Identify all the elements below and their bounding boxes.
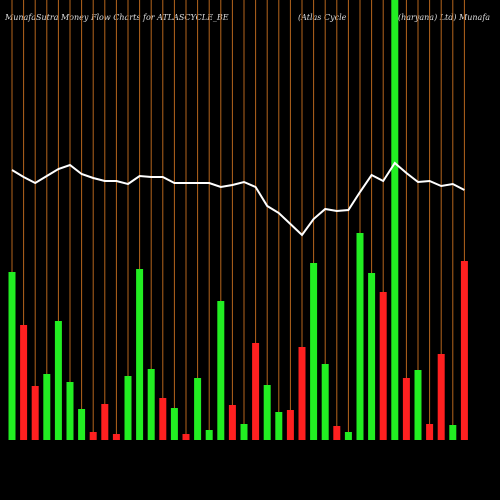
bar <box>379 292 387 440</box>
bar <box>159 398 167 440</box>
bar <box>391 0 399 440</box>
bar <box>286 410 294 440</box>
chart-subtitle: (haryana) Ltd) Munafa <box>398 13 490 22</box>
bar <box>8 272 16 440</box>
bar <box>194 378 202 440</box>
bar <box>112 434 120 440</box>
money-flow-line <box>11 161 465 237</box>
bar <box>310 263 318 440</box>
bar <box>356 233 364 440</box>
bar <box>368 273 376 440</box>
bar <box>240 424 248 440</box>
bar <box>449 425 457 440</box>
bar <box>78 409 86 440</box>
bar <box>263 385 271 440</box>
bar <box>298 347 306 440</box>
bar <box>43 374 51 440</box>
bar <box>31 386 39 440</box>
bar <box>414 370 422 440</box>
bar <box>275 412 283 440</box>
bar <box>89 432 97 440</box>
bar <box>460 261 468 440</box>
bar <box>124 376 132 440</box>
bar <box>344 432 352 440</box>
bar <box>333 426 341 440</box>
bar <box>54 321 62 440</box>
bar <box>426 424 434 440</box>
bar <box>205 430 213 440</box>
bar <box>321 364 329 440</box>
bar <box>136 269 144 440</box>
bar <box>20 325 28 440</box>
bar <box>182 434 190 440</box>
bar <box>66 382 74 440</box>
bar <box>217 301 225 440</box>
bar <box>437 354 445 440</box>
bar <box>228 405 236 440</box>
chart-subtitle: (Atlas Cycle <box>298 13 347 22</box>
bar <box>402 378 410 440</box>
bar <box>101 404 109 440</box>
bar <box>147 369 155 440</box>
bar <box>252 343 260 440</box>
bar <box>170 408 178 440</box>
